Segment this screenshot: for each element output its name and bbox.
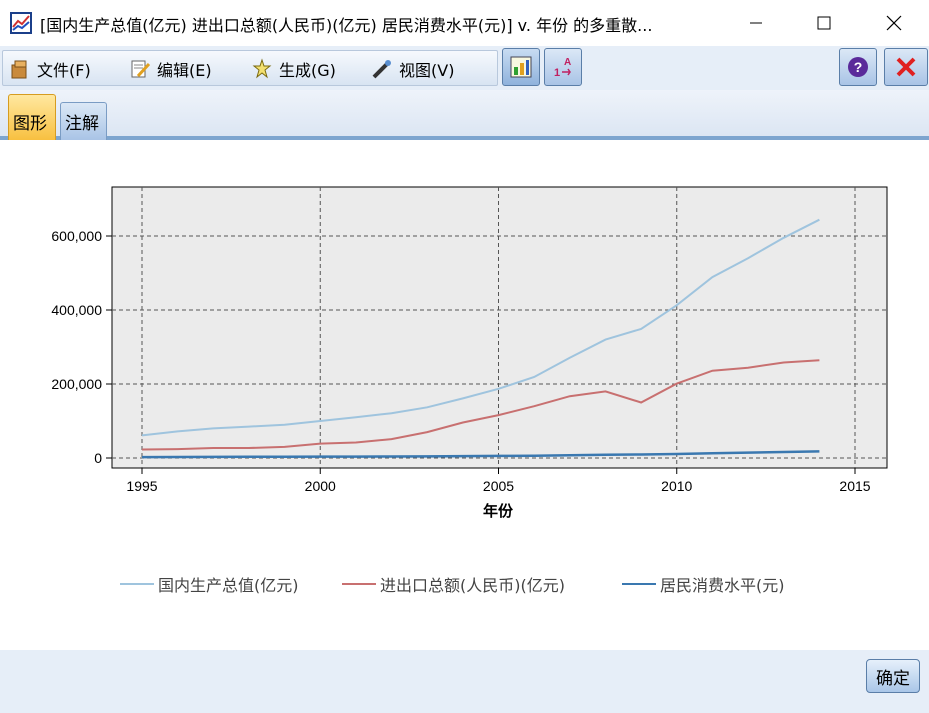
y-tick-label: 600,000	[51, 228, 102, 244]
view-icon	[372, 60, 391, 79]
legend-label: 国内生产总值(亿元)	[158, 576, 299, 595]
close-window-button[interactable]	[871, 0, 917, 46]
legend-item: 国内生产总值(亿元)	[120, 569, 299, 599]
menu-group: 文件(F) 编辑(E) 生成(G)	[2, 50, 498, 86]
menu-generate-label: 生成(G)	[279, 61, 336, 80]
x-tick-label: 2000	[305, 478, 336, 494]
x-tick-label: 2005	[483, 478, 514, 494]
minimize-icon	[750, 22, 762, 24]
maximize-icon	[817, 16, 831, 30]
y-tick-label: 200,000	[51, 376, 102, 392]
y-tick-label: 0	[94, 450, 102, 466]
tab-bar: 图形 注解	[0, 90, 929, 140]
menu-edit-label: 编辑(E)	[157, 61, 212, 80]
window-title: [国内生产总值(亿元) 进出口总额(人民币)(亿元) 居民消费水平(元)] v.…	[40, 16, 653, 35]
legend-item: 居民消费水平(元)	[622, 569, 785, 599]
menu-bar: 文件(F) 编辑(E) 生成(G)	[0, 46, 929, 90]
help-button[interactable]: ?	[839, 48, 877, 86]
legend-item: 进出口总额(人民币)(亿元)	[342, 569, 565, 599]
tab-graph[interactable]: 图形	[8, 94, 56, 140]
series-line-1	[141, 218, 820, 437]
series-line-3	[141, 450, 820, 459]
menu-generate[interactable]: 生成(G)	[251, 56, 336, 82]
graph-board-button[interactable]	[502, 48, 540, 86]
close-red-icon	[896, 57, 916, 77]
svg-text:1: 1	[554, 67, 560, 79]
line-chart: 1995 2000 2005 2010 2015 0 200,000 400,000 600,0…	[51, 186, 888, 520]
graph-board-icon	[510, 56, 532, 78]
close-dialog-button[interactable]	[884, 48, 928, 86]
legend-swatch	[342, 583, 376, 585]
title-bar: [国内生产总值(亿元) 进出口总额(人民币)(亿元) 居民消费水平(元)] v.…	[0, 0, 929, 46]
file-icon	[11, 60, 27, 79]
app-chart-icon	[10, 12, 32, 34]
edit-icon	[131, 60, 151, 78]
x-tick-label: 2015	[839, 478, 870, 494]
ok-button[interactable]: 确定	[866, 659, 920, 693]
svg-text:?: ?	[854, 59, 863, 75]
sort-button[interactable]: A 1	[544, 48, 582, 86]
menu-view[interactable]: 视图(V)	[371, 56, 454, 82]
tab-annotation[interactable]: 注解	[60, 102, 107, 140]
help-icon: ?	[848, 57, 868, 77]
close-icon	[886, 15, 902, 31]
series-line-2	[141, 359, 820, 451]
bottom-bar: 确定	[0, 650, 929, 713]
minimize-button[interactable]	[733, 0, 779, 46]
generate-icon	[252, 58, 272, 79]
legend-label: 居民消费水平(元)	[660, 576, 785, 595]
chart-legend: 国内生产总值(亿元) 进出口总额(人民币)(亿元) 居民消费水平(元)	[0, 569, 929, 599]
plot-area	[111, 186, 888, 469]
x-tick-label: 1995	[126, 478, 157, 494]
menu-view-label: 视图(V)	[399, 61, 455, 80]
svg-text:A: A	[564, 57, 571, 68]
x-axis-label: 年份	[483, 502, 514, 520]
x-tick-label: 2010	[661, 478, 692, 494]
menu-edit[interactable]: 编辑(E)	[129, 56, 212, 82]
legend-swatch	[622, 583, 656, 585]
sort-icon: A 1	[554, 57, 571, 79]
y-tick-label: 400,000	[51, 302, 102, 318]
legend-label: 进出口总额(人民币)(亿元)	[380, 576, 565, 595]
maximize-button[interactable]	[801, 0, 847, 46]
menu-file-label: 文件(F)	[37, 61, 91, 80]
legend-swatch	[120, 583, 154, 585]
chart-area: 1995 2000 2005 2010 2015 0 200,000 400,000 600,0…	[0, 144, 929, 650]
menu-file[interactable]: 文件(F)	[9, 56, 91, 82]
